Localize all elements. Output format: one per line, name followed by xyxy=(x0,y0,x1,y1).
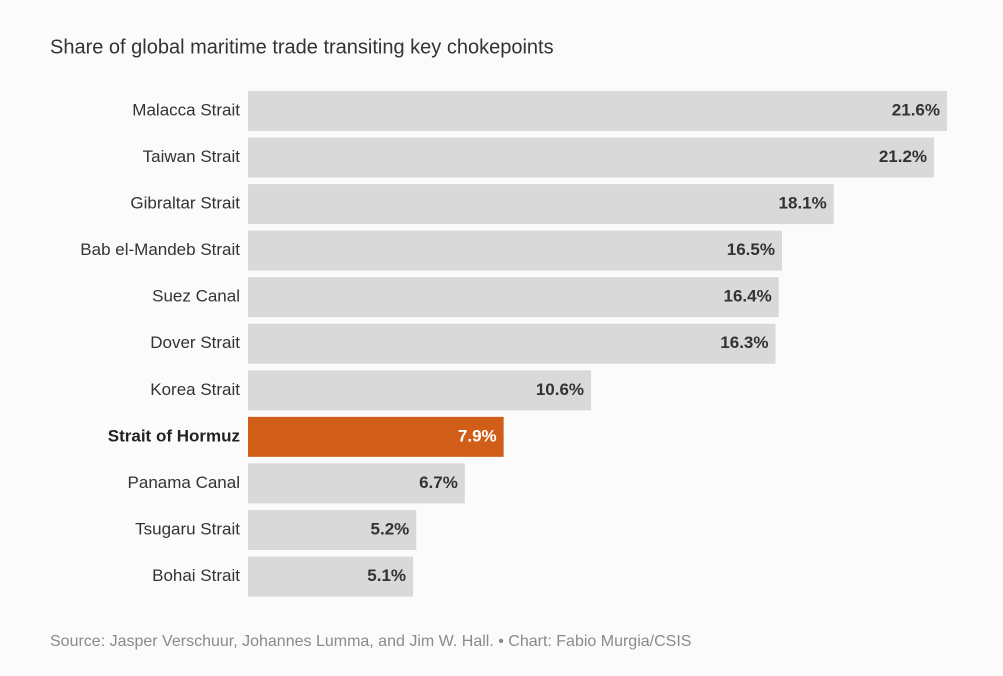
value-label: 6.7% xyxy=(419,473,458,492)
category-label: Korea Strait xyxy=(150,380,240,399)
bar xyxy=(248,509,417,550)
value-label: 18.1% xyxy=(779,194,827,213)
bar xyxy=(248,277,779,318)
category-label: Bohai Strait xyxy=(152,566,240,585)
value-label: 10.6% xyxy=(536,380,584,399)
bar xyxy=(248,370,592,411)
value-label: 5.1% xyxy=(367,566,406,585)
value-label: 7.9% xyxy=(458,426,497,445)
bar xyxy=(248,323,776,364)
value-label: 16.3% xyxy=(720,333,768,352)
value-label: 5.2% xyxy=(371,519,410,538)
bar xyxy=(248,556,414,597)
source: Source: Jasper Verschuur, Johannes Lumma… xyxy=(50,633,691,650)
category-label: Bab el-Mandeb Strait xyxy=(80,240,240,259)
bar xyxy=(248,230,782,271)
bar xyxy=(248,463,465,504)
bar xyxy=(248,137,935,178)
category-label: Suez Canal xyxy=(152,287,240,306)
category-label: Dover Strait xyxy=(150,333,240,352)
category-label: Panama Canal xyxy=(128,473,240,492)
value-label: 21.6% xyxy=(892,100,940,119)
bar xyxy=(248,184,834,225)
chart-title: Share of global maritime trade transitin… xyxy=(50,36,554,58)
category-label: Tsugaru Strait xyxy=(135,519,240,538)
value-label: 16.5% xyxy=(727,240,775,259)
category-label: Malacca Strait xyxy=(132,100,240,119)
value-label: 21.2% xyxy=(879,147,927,166)
bar xyxy=(248,416,504,457)
category-label: Taiwan Strait xyxy=(143,147,241,166)
category-label: Gibraltar Strait xyxy=(130,194,240,213)
value-label: 16.4% xyxy=(724,287,772,306)
category-label: Strait of Hormuz xyxy=(108,426,240,445)
bar xyxy=(248,91,947,131)
